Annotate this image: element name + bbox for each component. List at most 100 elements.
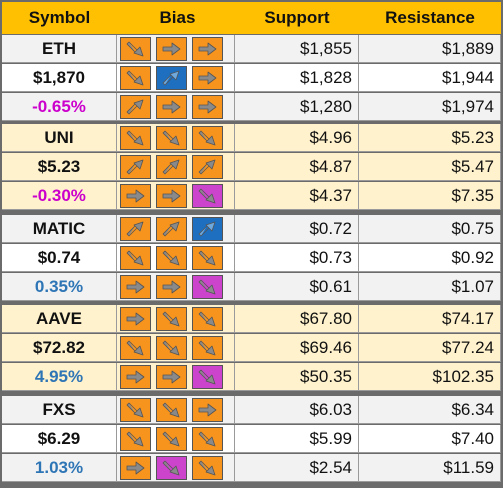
bias-cell xyxy=(117,396,235,424)
table-row: $6.29 $5.99 $7.40 xyxy=(2,425,501,453)
change-cell: -0.30% xyxy=(2,182,117,210)
resistance-cell: $1,889 xyxy=(359,35,501,63)
table-row: $1,870 $1,828 $1,944 xyxy=(2,64,501,92)
support-cell: $2.54 xyxy=(235,454,359,482)
header-bias: Bias xyxy=(159,8,196,27)
header-row: Symbol Bias Support Resistance xyxy=(2,2,501,34)
right-arrow-icon xyxy=(120,184,151,208)
up-right-arrow-icon xyxy=(192,155,223,179)
right-arrow-icon xyxy=(120,307,151,331)
resistance-cell: $1.07 xyxy=(359,273,501,301)
down-right-arrow-icon xyxy=(120,126,151,150)
support-cell: $4.37 xyxy=(235,182,359,210)
down-right-arrow-icon xyxy=(192,427,223,451)
table-row: FXS $6.03 $6.34 xyxy=(2,396,501,424)
down-right-arrow-icon xyxy=(192,336,223,360)
table-row: -0.30% $4.37 $7.35 xyxy=(2,182,501,210)
down-right-arrow-icon xyxy=(120,427,151,451)
table-row: 4.95% $50.35 $102.35 xyxy=(2,363,501,391)
support-cell: $4.87 xyxy=(235,153,359,181)
down-right-arrow-icon xyxy=(192,126,223,150)
table-row: -0.65% $1,280 $1,974 xyxy=(2,93,501,121)
down-right-arrow-icon xyxy=(120,66,151,90)
up-right-arrow-icon xyxy=(120,217,151,241)
support-cell: $6.03 xyxy=(235,396,359,424)
bias-cell xyxy=(117,305,235,333)
resistance-cell: $5.23 xyxy=(359,124,501,152)
support-cell: $4.96 xyxy=(235,124,359,152)
resistance-cell: $1,944 xyxy=(359,64,501,92)
down-right-arrow-icon xyxy=(192,184,223,208)
down-right-arrow-icon xyxy=(192,307,223,331)
right-arrow-icon xyxy=(156,37,187,61)
down-right-arrow-icon xyxy=(156,307,187,331)
resistance-cell: $5.47 xyxy=(359,153,501,181)
bias-cell xyxy=(117,363,235,391)
header-resistance: Resistance xyxy=(385,8,475,27)
down-right-arrow-icon xyxy=(120,398,151,422)
down-right-arrow-icon xyxy=(156,456,187,480)
down-right-arrow-icon xyxy=(156,398,187,422)
resistance-cell: $74.17 xyxy=(359,305,501,333)
right-arrow-icon xyxy=(192,37,223,61)
price-cell: $5.23 xyxy=(2,153,117,181)
bias-cell xyxy=(117,273,235,301)
header-symbol: Symbol xyxy=(28,8,91,27)
symbol-cell: ETH xyxy=(2,35,117,63)
down-right-arrow-icon xyxy=(192,275,223,299)
support-cell: $69.46 xyxy=(235,334,359,362)
table-row: $72.82 $69.46 $77.24 xyxy=(2,334,501,362)
symbol-cell: AAVE xyxy=(2,305,117,333)
table-row: ETH $1,855 $1,889 xyxy=(2,35,501,63)
resistance-cell: $7.40 xyxy=(359,425,501,453)
header-support: Support xyxy=(264,8,330,27)
up-right-arrow-icon xyxy=(156,155,187,179)
up-right-arrow-icon xyxy=(120,95,151,119)
support-cell: $5.99 xyxy=(235,425,359,453)
change-cell: 1.03% xyxy=(2,454,117,482)
resistance-cell: $102.35 xyxy=(359,363,501,391)
resistance-cell: $1,974 xyxy=(359,93,501,121)
support-cell: $0.73 xyxy=(235,244,359,272)
down-right-arrow-icon xyxy=(156,336,187,360)
change-cell: 4.95% xyxy=(2,363,117,391)
support-cell: $0.72 xyxy=(235,215,359,243)
table-row: $5.23 $4.87 $5.47 xyxy=(2,153,501,181)
symbol-cell: UNI xyxy=(2,124,117,152)
right-arrow-icon xyxy=(156,275,187,299)
bias-cell xyxy=(117,244,235,272)
price-cell: $0.74 xyxy=(2,244,117,272)
support-cell: $1,855 xyxy=(235,35,359,63)
bias-cell xyxy=(117,153,235,181)
right-arrow-icon xyxy=(192,66,223,90)
table-row: AAVE $67.80 $74.17 xyxy=(2,305,501,333)
down-right-arrow-icon xyxy=(156,126,187,150)
down-right-arrow-icon xyxy=(192,365,223,389)
bias-cell xyxy=(117,215,235,243)
down-right-arrow-icon xyxy=(120,37,151,61)
down-right-arrow-icon xyxy=(156,246,187,270)
down-right-arrow-icon xyxy=(120,246,151,270)
price-cell: $72.82 xyxy=(2,334,117,362)
table-row: MATIC $0.72 $0.75 xyxy=(2,215,501,243)
down-right-arrow-icon xyxy=(192,456,223,480)
down-right-arrow-icon xyxy=(156,427,187,451)
right-arrow-icon xyxy=(120,365,151,389)
up-right-arrow-icon xyxy=(192,217,223,241)
resistance-cell: $6.34 xyxy=(359,396,501,424)
bias-cell xyxy=(117,454,235,482)
bias-cell xyxy=(117,182,235,210)
up-right-arrow-icon xyxy=(156,66,187,90)
bias-cell xyxy=(117,425,235,453)
table-row: 0.35% $0.61 $1.07 xyxy=(2,273,501,301)
bias-cell xyxy=(117,93,235,121)
bias-cell xyxy=(117,64,235,92)
bias-cell xyxy=(117,35,235,63)
price-cell: $6.29 xyxy=(2,425,117,453)
change-cell: -0.65% xyxy=(2,93,117,121)
right-arrow-icon xyxy=(120,275,151,299)
support-cell: $1,280 xyxy=(235,93,359,121)
symbol-cell: FXS xyxy=(2,396,117,424)
support-cell: $67.80 xyxy=(235,305,359,333)
